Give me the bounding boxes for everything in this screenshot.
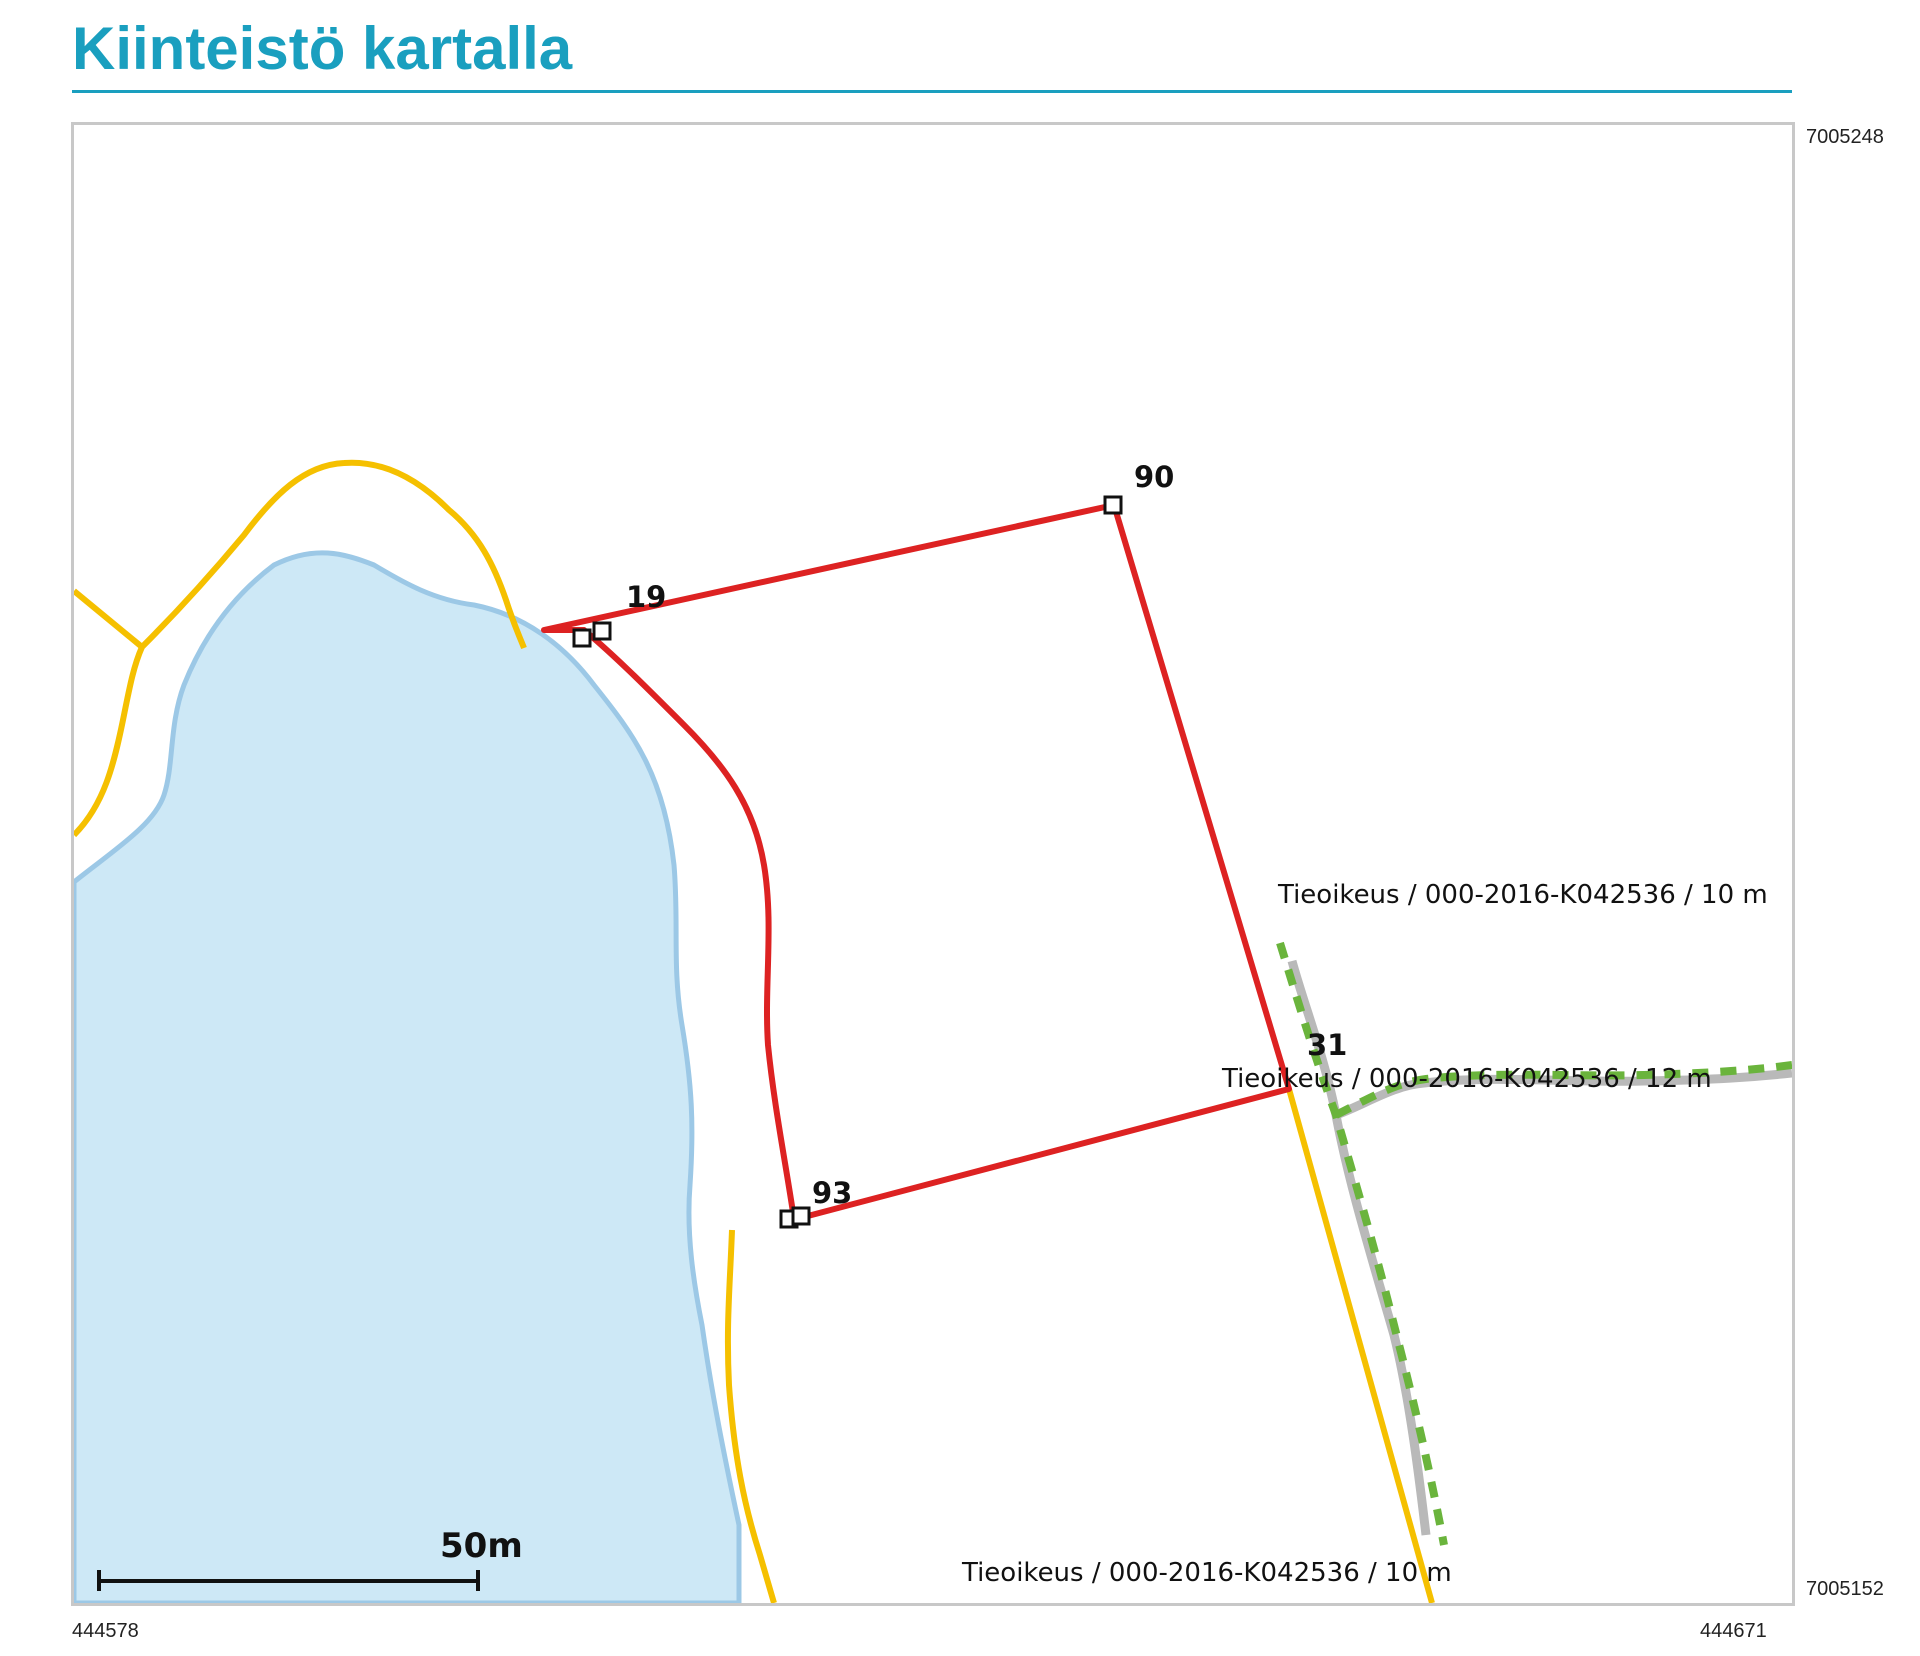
coord-north-bottom: 7005152 (1806, 1578, 1884, 1600)
title-divider (72, 90, 1792, 93)
map-view[interactable]: 19 90 31 93 Tieoikeus / 000-2016-K042536… (71, 122, 1795, 1606)
neighbor-boundary-south (724, 1229, 777, 1603)
map-canvas: 19 90 31 93 Tieoikeus / 000-2016-K042536… (74, 459, 1792, 1603)
boundary-point-label-19: 19 (626, 580, 666, 614)
boundary-point-label-31: 31 (1307, 1028, 1347, 1062)
neighbor-boundary-east (1286, 1088, 1435, 1603)
coord-east-left: 444578 (72, 1620, 139, 1642)
boundary-point-19b-marker[interactable] (592, 621, 612, 641)
easement-label-middle: Tieoikeus / 000-2016-K042536 / 12 m (1221, 1064, 1712, 1094)
boundary-point-93b-marker[interactable] (791, 1206, 811, 1226)
easement-label-south: Tieoikeus / 000-2016-K042536 / 10 m (961, 1558, 1452, 1588)
parcel-boundary (541, 502, 1292, 1222)
easement-line-east (1334, 1061, 1792, 1119)
coord-north-top: 7005248 (1806, 126, 1884, 148)
neighbor-boundary-branch (74, 588, 144, 650)
page-title: Kiinteistö kartalla (72, 15, 573, 82)
boundary-point-90-marker[interactable] (1103, 495, 1123, 515)
scale-bar-label: 50m (440, 1526, 523, 1566)
boundary-point-label-90: 90 (1134, 460, 1174, 494)
easement-label-north: Tieoikeus / 000-2016-K042536 / 10 m (1277, 880, 1768, 910)
road-line (1287, 959, 1431, 1536)
neighbor-boundary-line (74, 459, 527, 838)
coord-east-right: 444671 (1700, 1620, 1767, 1642)
boundary-point-19a-marker[interactable] (572, 628, 592, 648)
scale-bar (97, 1570, 480, 1591)
lake-area (74, 550, 742, 1603)
easement-line-north (1276, 941, 1448, 1546)
boundary-point-label-93: 93 (812, 1176, 852, 1210)
